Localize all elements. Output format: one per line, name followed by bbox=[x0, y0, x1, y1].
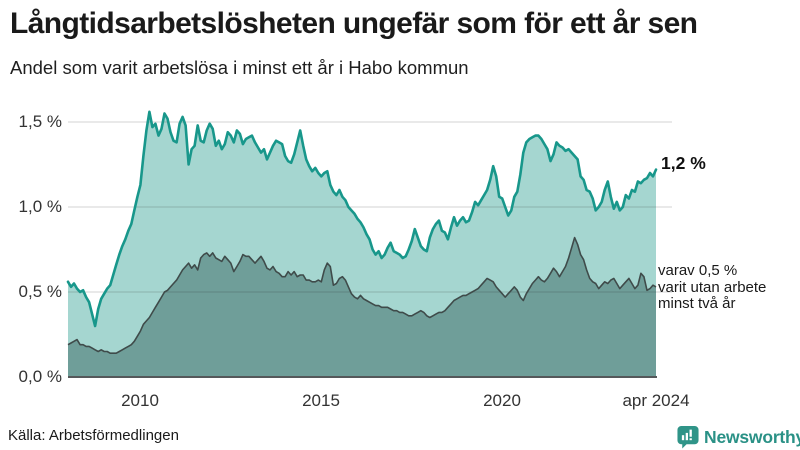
y-tick-label-05: 0,5 % bbox=[18, 282, 62, 301]
y-tick-label-0: 0,0 % bbox=[18, 367, 62, 386]
secondary-annotation-line-2: varit utan arbete bbox=[658, 278, 767, 296]
x-tick-label-2020: 2020 bbox=[483, 391, 521, 410]
x-tick-label-2015: 2015 bbox=[302, 391, 340, 410]
newsworthy-logo: Newsworthy bbox=[677, 426, 800, 449]
chart-subtitle: Andel som varit arbetslösa i minst ett å… bbox=[10, 57, 469, 78]
area-fill bbox=[68, 237, 656, 377]
x-tick-label-2010: 2010 bbox=[121, 391, 159, 410]
x-tick-label-apr-2024: apr 2024 bbox=[622, 391, 690, 410]
newsworthy-wordmark: Newsworthy bbox=[704, 427, 800, 447]
secondary-annotation-line-1: varav 0,5 % bbox=[658, 262, 738, 279]
source-attribution: Källa: Arbetsförmedlingen bbox=[8, 427, 179, 444]
series-end-value-label: 1,2 % bbox=[661, 153, 706, 173]
y-tick-label-15: 1,5 % bbox=[18, 112, 62, 131]
primary-series-line bbox=[66, 110, 658, 328]
page-title: Långtidsarbetslösheten ungefär som för e… bbox=[10, 7, 698, 40]
secondary-series-line bbox=[67, 236, 657, 354]
y-tick-label-10: 1,0 % bbox=[18, 197, 62, 216]
secondary-annotation-line-3: minst två år bbox=[658, 295, 736, 312]
newsworthy-bubble-chart-icon bbox=[677, 426, 699, 449]
